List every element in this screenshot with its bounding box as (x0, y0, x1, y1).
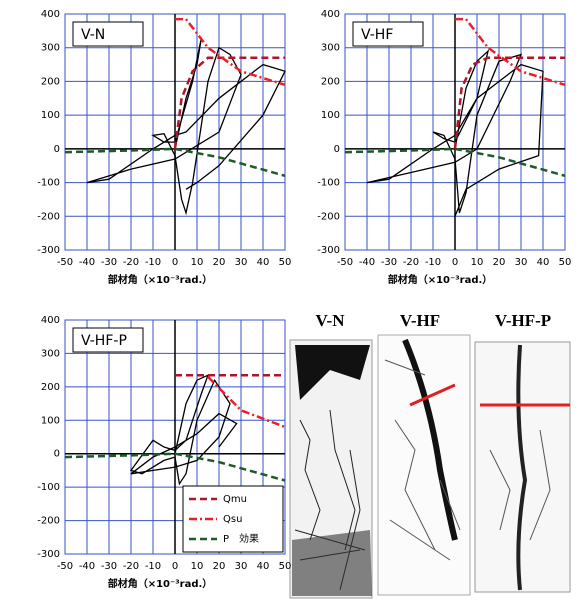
y-tick-label: 300 (41, 43, 60, 54)
y-tick-label: 400 (41, 9, 60, 20)
x-tick-label: -30 (101, 561, 117, 572)
x-tick-label: 20 (213, 561, 226, 572)
chart-title: V-HF (361, 27, 393, 43)
chart-title: V-HF-P (81, 333, 127, 349)
y-tick-label: 400 (321, 9, 340, 20)
x-axis-label: 部材角（×10⁻³rad.） (108, 273, 213, 286)
x-tick-label: 20 (493, 257, 506, 268)
y-tick-label: -300 (317, 245, 340, 256)
x-tick-label: -10 (425, 257, 441, 268)
chart: -300-200-1000100200300400-50-40-30-20-10… (37, 315, 291, 590)
y-tick-label: 300 (321, 43, 340, 54)
x-tick-label: 50 (279, 257, 292, 268)
x-tick-label: 40 (537, 257, 550, 268)
y-tick-label: -100 (317, 178, 340, 189)
x-tick-label: -30 (381, 257, 397, 268)
y-tick-label: 0 (54, 449, 60, 460)
x-tick-label: 20 (213, 257, 226, 268)
x-tick-label: 30 (235, 561, 248, 572)
photo-panels: V-N V-HF V-HF-P (290, 311, 570, 598)
chart: -300-200-1000100200300400-50-40-30-20-10… (37, 9, 291, 286)
x-axis-label: 部材角（×10⁻³rad.） (388, 273, 493, 286)
legend-label: Qsu (223, 514, 242, 525)
y-tick-label: -100 (37, 482, 60, 493)
chart: -300-200-1000100200300400-50-40-30-20-10… (317, 9, 571, 286)
y-tick-label: -200 (37, 211, 60, 222)
x-tick-label: -40 (79, 561, 95, 572)
y-tick-label: 200 (41, 76, 60, 87)
x-tick-label: -50 (57, 561, 73, 572)
y-tick-label: 100 (321, 110, 340, 121)
y-tick-label: -200 (317, 211, 340, 222)
x-tick-label: -50 (337, 257, 353, 268)
y-tick-label: -100 (37, 178, 60, 189)
x-tick-label: -10 (145, 257, 161, 268)
x-tick-label: 0 (172, 561, 178, 572)
x-tick-label: 30 (235, 257, 248, 268)
photo-label: V-N (316, 311, 346, 330)
x-tick-label: 10 (191, 257, 204, 268)
figure: V-N V-HF V-HF-P -300-200-100010020030040… (0, 0, 579, 600)
y-tick-label: 200 (41, 382, 60, 393)
crack (292, 530, 372, 596)
y-tick-label: 100 (41, 415, 60, 426)
x-tick-label: 0 (172, 257, 178, 268)
x-tick-label: -20 (123, 257, 139, 268)
y-tick-label: -300 (37, 245, 60, 256)
x-tick-label: 50 (279, 561, 292, 572)
x-tick-label: 10 (471, 257, 484, 268)
legend-label: Qmu (223, 494, 247, 505)
y-tick-label: 300 (41, 348, 60, 359)
x-tick-label: 0 (452, 257, 458, 268)
y-tick-label: 400 (41, 315, 60, 326)
y-tick-label: -300 (37, 549, 60, 560)
x-tick-label: 50 (559, 257, 572, 268)
chart-title: V-N (81, 27, 105, 43)
x-tick-label: -10 (145, 561, 161, 572)
photo-label: V-HF-P (495, 311, 551, 330)
x-axis-label: 部材角（×10⁻³rad.） (108, 577, 213, 590)
x-tick-label: -20 (403, 257, 419, 268)
y-tick-label: 0 (334, 144, 340, 155)
x-tick-label: -30 (101, 257, 117, 268)
photo-v-hf (378, 335, 470, 595)
x-tick-label: -20 (123, 561, 139, 572)
y-tick-label: 100 (41, 110, 60, 121)
y-tick-label: 0 (54, 144, 60, 155)
x-tick-label: 30 (515, 257, 528, 268)
x-tick-label: 40 (257, 257, 270, 268)
photo-label: V-HF (400, 311, 440, 330)
x-tick-label: 40 (257, 561, 270, 572)
x-tick-label: 10 (191, 561, 204, 572)
y-tick-label: 200 (321, 76, 340, 87)
x-tick-label: -50 (57, 257, 73, 268)
x-tick-label: -40 (79, 257, 95, 268)
x-tick-label: -40 (359, 257, 375, 268)
y-tick-label: -200 (37, 516, 60, 527)
legend-label: P 効果 (223, 532, 259, 545)
